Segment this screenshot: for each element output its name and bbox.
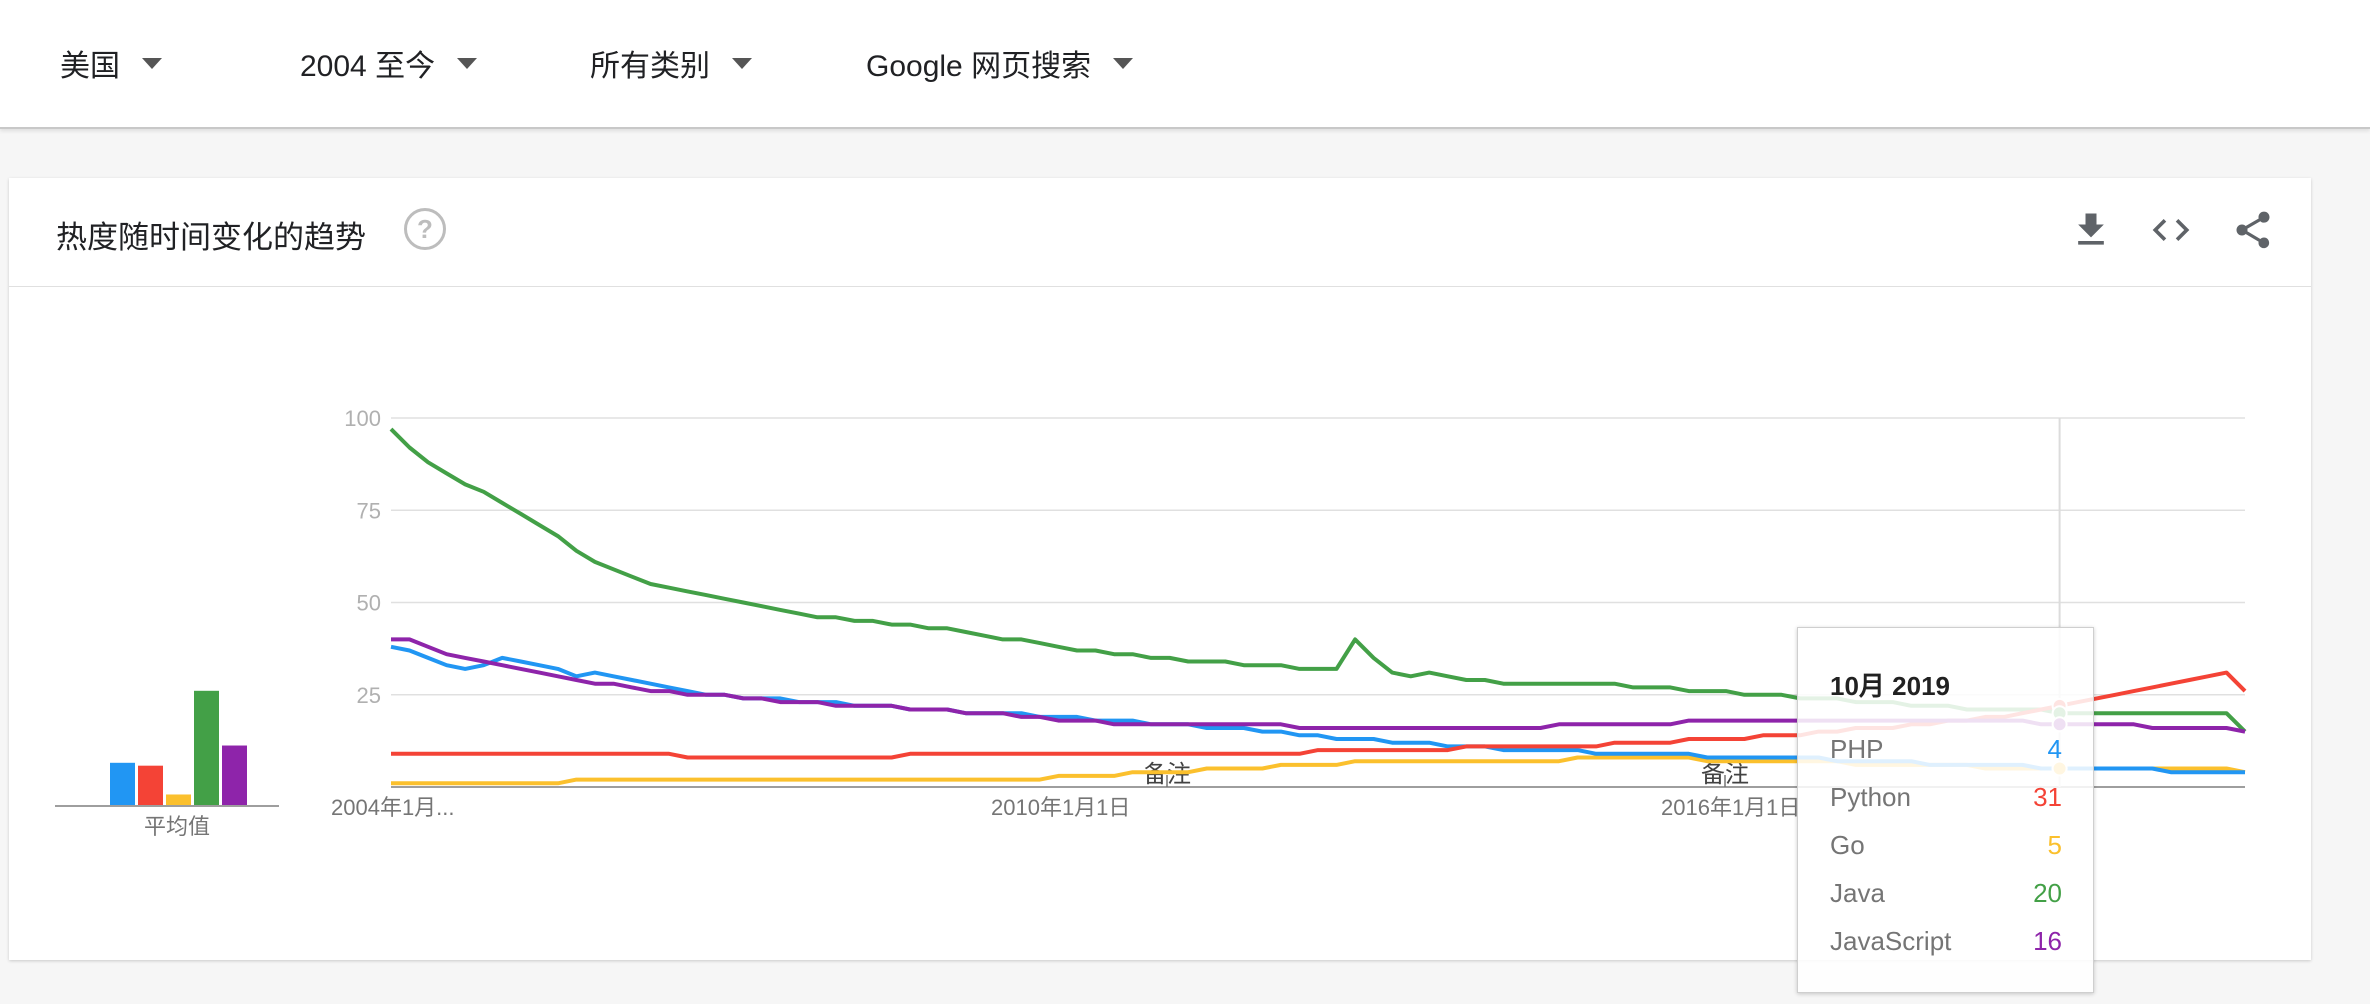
chevron-down-icon bbox=[142, 57, 162, 69]
region-label: 美国 bbox=[60, 50, 120, 83]
tooltip-row: Go 5 bbox=[1830, 830, 2062, 870]
card-header: 热度随时间变化的趋势 ? bbox=[9, 178, 2311, 287]
tooltip-row: Python 31 bbox=[1830, 782, 2062, 822]
tooltip-series-value: 16 bbox=[2033, 926, 2062, 956]
tooltip-date: 10月 2019 bbox=[1830, 671, 1950, 701]
average-bar bbox=[138, 765, 163, 806]
search-type-dropdown[interactable]: Google 网页搜索 bbox=[866, 38, 1134, 88]
chevron-down-icon bbox=[1113, 57, 1134, 69]
tooltip-series-value: 31 bbox=[2033, 782, 2062, 812]
tooltip-series-name: PHP bbox=[1830, 734, 1884, 764]
embed-code-icon[interactable] bbox=[2149, 208, 2193, 252]
tooltip-series-name: Python bbox=[1830, 782, 1911, 812]
average-bar bbox=[194, 690, 219, 806]
note-label: 备注 bbox=[1701, 760, 1749, 788]
average-panel: 平均值 bbox=[55, 598, 291, 854]
average-bar bbox=[166, 794, 191, 806]
average-bar-chart: 平均值 bbox=[55, 690, 279, 840]
tooltip-series-value: 20 bbox=[2033, 878, 2062, 908]
card-title: 热度随时间变化的趋势 bbox=[56, 220, 366, 255]
tooltip-series-value: 4 bbox=[2047, 734, 2062, 764]
help-icon[interactable]: ? bbox=[404, 208, 446, 250]
average-bar bbox=[222, 745, 247, 806]
search-type-label: Google 网页搜索 bbox=[866, 50, 1092, 83]
tooltip-row: Java 20 bbox=[1830, 878, 2062, 918]
time-range-label: 2004 至今 bbox=[300, 50, 436, 83]
x-tick-label: 2004年1月... bbox=[331, 795, 455, 820]
region-dropdown[interactable]: 美国 bbox=[60, 38, 162, 88]
x-tick-label: 2016年1月1日 bbox=[1661, 795, 1800, 820]
chevron-down-icon bbox=[457, 57, 478, 69]
filter-bar: 美国 2004 至今 所有类别 Google 网页搜索 bbox=[0, 0, 2370, 129]
average-bar bbox=[110, 762, 135, 806]
share-icon[interactable] bbox=[2231, 208, 2275, 252]
y-tick-label: 50 bbox=[357, 591, 381, 616]
tooltip-series-name: Java bbox=[1830, 878, 1885, 908]
tooltip-series-value: 5 bbox=[2047, 830, 2062, 860]
y-tick-label: 25 bbox=[357, 683, 381, 708]
tooltip-series-name: JavaScript bbox=[1830, 926, 1952, 956]
average-label: 平均值 bbox=[144, 815, 210, 840]
embed-code-icon-glyph bbox=[2152, 219, 2190, 241]
chevron-down-icon bbox=[732, 57, 752, 69]
y-tick-label: 100 bbox=[344, 406, 381, 431]
interest-over-time-card: 热度随时间变化的趋势 ? 平均值 100 75 50 25 2004年1月... 2010… bbox=[9, 178, 2311, 993]
tooltip-series-name: Go bbox=[1830, 830, 1865, 860]
x-tick-label: 2010年1月1日 bbox=[991, 795, 1130, 820]
chart-tooltip: 10月 2019 PHP 4 Python 31 Go 5 Java 20 Ja… bbox=[1797, 627, 2094, 993]
share-icon-glyph bbox=[2236, 211, 2270, 249]
y-tick-label: 75 bbox=[357, 498, 381, 523]
time-range-dropdown[interactable]: 2004 至今 bbox=[300, 38, 478, 88]
tooltip-row: JavaScript 16 bbox=[1830, 926, 2062, 966]
download-icon-glyph bbox=[2078, 213, 2104, 245]
tooltip-row: PHP 4 bbox=[1830, 734, 2062, 774]
category-label: 所有类别 bbox=[590, 50, 710, 83]
download-icon[interactable] bbox=[2069, 208, 2113, 252]
category-dropdown[interactable]: 所有类别 bbox=[590, 38, 752, 88]
